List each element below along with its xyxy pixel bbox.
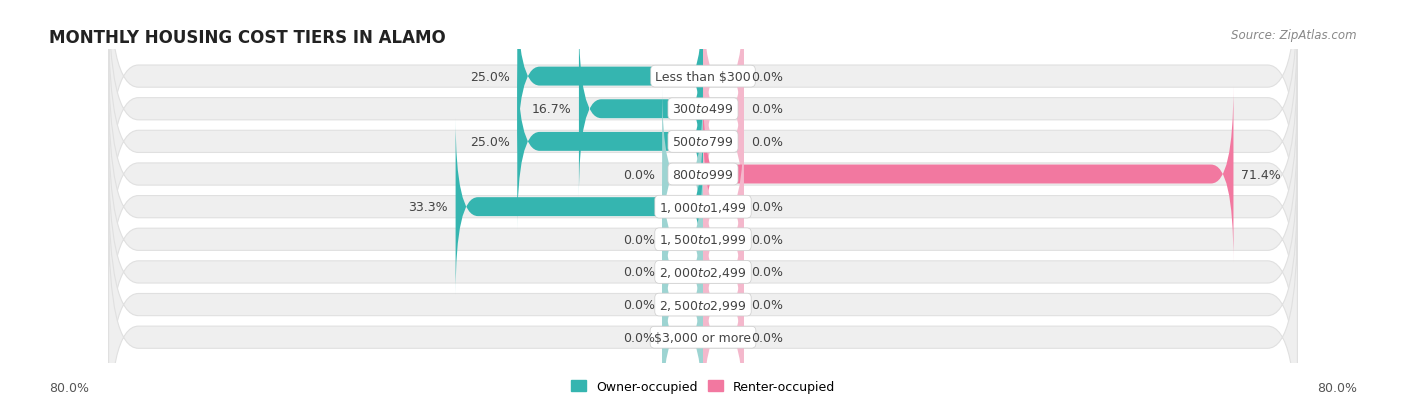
Text: 0.0%: 0.0% [751, 233, 783, 246]
Text: 0.0%: 0.0% [623, 168, 655, 181]
FancyBboxPatch shape [662, 249, 703, 413]
FancyBboxPatch shape [108, 121, 1298, 359]
Text: Source: ZipAtlas.com: Source: ZipAtlas.com [1232, 29, 1357, 42]
Legend: Owner-occupied, Renter-occupied: Owner-occupied, Renter-occupied [567, 375, 839, 398]
Text: 80.0%: 80.0% [49, 382, 89, 394]
FancyBboxPatch shape [108, 218, 1298, 413]
Text: $1,500 to $1,999: $1,500 to $1,999 [659, 233, 747, 247]
Text: Less than $300: Less than $300 [655, 71, 751, 83]
FancyBboxPatch shape [662, 152, 703, 328]
Text: 0.0%: 0.0% [623, 331, 655, 344]
Text: 0.0%: 0.0% [751, 201, 783, 214]
FancyBboxPatch shape [703, 249, 744, 413]
Text: 0.0%: 0.0% [751, 103, 783, 116]
FancyBboxPatch shape [108, 0, 1298, 229]
Text: 33.3%: 33.3% [409, 201, 449, 214]
FancyBboxPatch shape [517, 0, 703, 165]
Text: $2,500 to $2,999: $2,500 to $2,999 [659, 298, 747, 312]
FancyBboxPatch shape [662, 216, 703, 393]
Text: 0.0%: 0.0% [751, 331, 783, 344]
FancyBboxPatch shape [703, 184, 744, 361]
Text: 25.0%: 25.0% [470, 135, 510, 149]
FancyBboxPatch shape [108, 186, 1298, 413]
Text: 0.0%: 0.0% [623, 266, 655, 279]
Text: 0.0%: 0.0% [751, 298, 783, 311]
FancyBboxPatch shape [703, 152, 744, 328]
Text: $3,000 or more: $3,000 or more [655, 331, 751, 344]
Text: MONTHLY HOUSING COST TIERS IN ALAMO: MONTHLY HOUSING COST TIERS IN ALAMO [49, 29, 446, 47]
Text: $1,000 to $1,499: $1,000 to $1,499 [659, 200, 747, 214]
FancyBboxPatch shape [662, 86, 703, 263]
Text: 0.0%: 0.0% [751, 71, 783, 83]
FancyBboxPatch shape [703, 54, 744, 230]
Text: $2,000 to $2,499: $2,000 to $2,499 [659, 265, 747, 279]
FancyBboxPatch shape [108, 23, 1298, 261]
FancyBboxPatch shape [108, 55, 1298, 294]
FancyBboxPatch shape [108, 153, 1298, 392]
FancyBboxPatch shape [662, 184, 703, 361]
Text: 0.0%: 0.0% [623, 298, 655, 311]
FancyBboxPatch shape [703, 21, 744, 198]
Text: 16.7%: 16.7% [531, 103, 571, 116]
FancyBboxPatch shape [456, 119, 703, 295]
FancyBboxPatch shape [703, 86, 1233, 263]
FancyBboxPatch shape [579, 21, 703, 198]
Text: 25.0%: 25.0% [470, 71, 510, 83]
Text: $800 to $999: $800 to $999 [672, 168, 734, 181]
FancyBboxPatch shape [108, 0, 1298, 196]
Text: 71.4%: 71.4% [1241, 168, 1281, 181]
Text: 80.0%: 80.0% [1317, 382, 1357, 394]
FancyBboxPatch shape [517, 54, 703, 230]
Text: 0.0%: 0.0% [751, 135, 783, 149]
FancyBboxPatch shape [703, 0, 744, 165]
Text: $500 to $799: $500 to $799 [672, 135, 734, 149]
Text: $300 to $499: $300 to $499 [672, 103, 734, 116]
FancyBboxPatch shape [703, 216, 744, 393]
FancyBboxPatch shape [108, 88, 1298, 326]
FancyBboxPatch shape [703, 119, 744, 295]
Text: 0.0%: 0.0% [751, 266, 783, 279]
Text: 0.0%: 0.0% [623, 233, 655, 246]
